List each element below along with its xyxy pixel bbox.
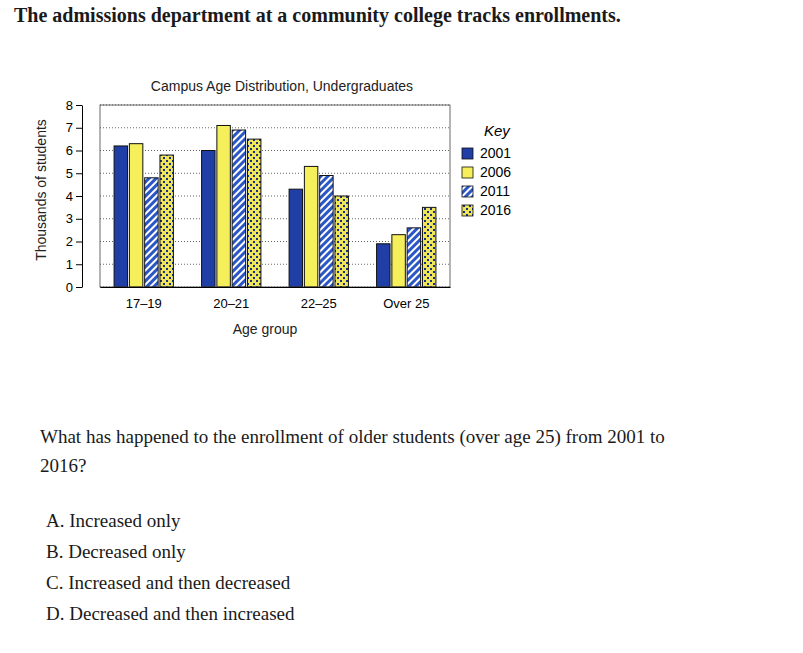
y-tick-label: 8 xyxy=(66,98,73,113)
question-line: What has happened to the enrollment of o… xyxy=(40,426,665,448)
legend-label: 2016 xyxy=(480,202,511,218)
y-tick-mark xyxy=(76,287,82,288)
legend: Key 2001 2006 2011 2016 xyxy=(462,122,511,218)
bar xyxy=(392,235,405,287)
chart-title: Campus Age Distribution, Undergraduates xyxy=(151,78,413,94)
legend-swatch xyxy=(462,186,473,197)
y-tick: 7 xyxy=(66,120,82,135)
plot-frame xyxy=(100,105,450,287)
bar xyxy=(232,130,245,287)
y-tick-label: 2 xyxy=(66,234,73,249)
y-tick-label: 1 xyxy=(66,257,73,272)
legend-label: 2001 xyxy=(480,145,511,161)
bar xyxy=(114,146,127,287)
y-tick-label: 5 xyxy=(66,166,73,181)
option: C. Increased and then decreased xyxy=(46,572,291,593)
y-tick-label: 4 xyxy=(66,189,73,204)
page: The admissions department at a community… xyxy=(0,0,803,653)
bar xyxy=(247,139,260,287)
y-tick: 5 xyxy=(66,166,82,181)
y-tick-mark xyxy=(76,173,82,174)
bar xyxy=(145,178,158,287)
question-line: 2016? xyxy=(40,455,86,476)
y-tick: 3 xyxy=(66,211,82,226)
legend-label: 2011 xyxy=(480,183,510,199)
option: D. Decreased and then increased xyxy=(46,603,295,624)
y-tick-label: 7 xyxy=(66,120,73,135)
x-tick: 22–25 xyxy=(301,287,337,311)
bar xyxy=(422,207,435,287)
y-tick-mark xyxy=(76,196,82,197)
option: A. Increased only xyxy=(46,510,181,531)
legend-swatch xyxy=(462,205,473,216)
x-axis: 17–19 20–21 22–25 Over 25 xyxy=(101,287,451,311)
y-tick-label: 6 xyxy=(66,143,73,158)
y-tick: 0 xyxy=(66,280,82,295)
x-tick: 20–21 xyxy=(213,287,249,311)
legend-swatch xyxy=(462,167,473,178)
x-tick-label: 22–25 xyxy=(301,296,337,311)
y-axis: 0 1 2 3 4 5 6 7 8 xyxy=(66,98,83,295)
bar xyxy=(304,166,317,287)
grid-line xyxy=(100,150,450,151)
legend-title: Key xyxy=(484,122,511,139)
bar xyxy=(335,196,348,287)
y-tick-label: 3 xyxy=(66,211,73,226)
bars xyxy=(114,125,436,287)
y-axis-line xyxy=(82,106,83,288)
x-tick: 17–19 xyxy=(126,287,162,311)
grid xyxy=(100,105,450,287)
bar xyxy=(377,244,390,287)
legend-label: 2006 xyxy=(480,164,511,180)
y-tick: 2 xyxy=(66,234,82,249)
x-tick-label: 17–19 xyxy=(126,296,162,311)
bar xyxy=(289,189,302,287)
x-tick-label: 20–21 xyxy=(213,296,249,311)
bar xyxy=(129,144,142,287)
x-tick: Over 25 xyxy=(383,287,429,311)
grid-line xyxy=(100,173,450,174)
x-axis-line xyxy=(101,287,451,288)
y-tick-mark xyxy=(76,219,82,220)
header: The admissions department at a community… xyxy=(14,4,621,27)
option: B. Decreased only xyxy=(46,541,186,562)
bar xyxy=(407,228,420,287)
bar xyxy=(320,176,333,287)
legend-swatch xyxy=(462,148,473,159)
y-tick-mark xyxy=(76,105,82,106)
bar xyxy=(202,151,215,288)
y-tick-label: 0 xyxy=(66,280,73,295)
bar xyxy=(160,155,173,287)
y-tick: 6 xyxy=(66,143,82,158)
y-tick: 8 xyxy=(66,98,82,113)
x-tick-label: Over 25 xyxy=(383,296,429,311)
y-tick-mark xyxy=(76,264,82,265)
y-tick: 1 xyxy=(66,257,82,272)
bar xyxy=(217,125,230,287)
y-tick-mark xyxy=(76,151,82,152)
y-tick-mark xyxy=(76,242,82,243)
x-axis-title: Age group xyxy=(233,321,298,337)
y-axis-title: Thousands of students xyxy=(33,119,49,261)
y-tick: 4 xyxy=(66,189,82,204)
grid-line xyxy=(100,127,450,128)
y-tick-mark xyxy=(76,128,82,129)
